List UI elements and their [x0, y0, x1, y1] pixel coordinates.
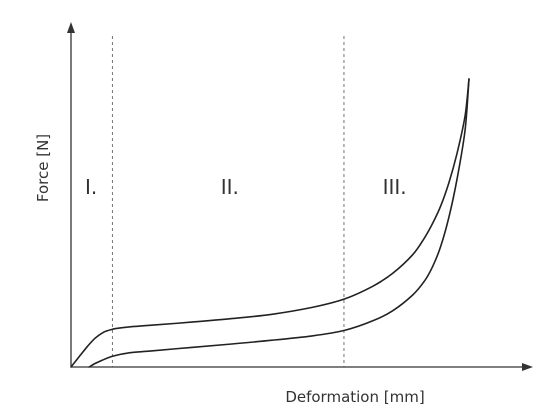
x-axis-label: Deformation [mm] — [285, 388, 424, 406]
region-label-1: I. — [85, 175, 97, 199]
region-label-3: III. — [383, 175, 407, 199]
regions-layer: I. II. III. — [85, 175, 407, 199]
curves-layer — [70, 78, 470, 368]
x-axis-arrow — [522, 363, 533, 371]
y-axis-label: Force [N] — [34, 134, 52, 202]
dividers-layer — [111, 36, 345, 367]
y-axis-arrow — [67, 22, 75, 33]
unloading-curve — [88, 78, 470, 368]
region-label-2: II. — [221, 175, 239, 199]
loading-curve — [70, 78, 470, 368]
